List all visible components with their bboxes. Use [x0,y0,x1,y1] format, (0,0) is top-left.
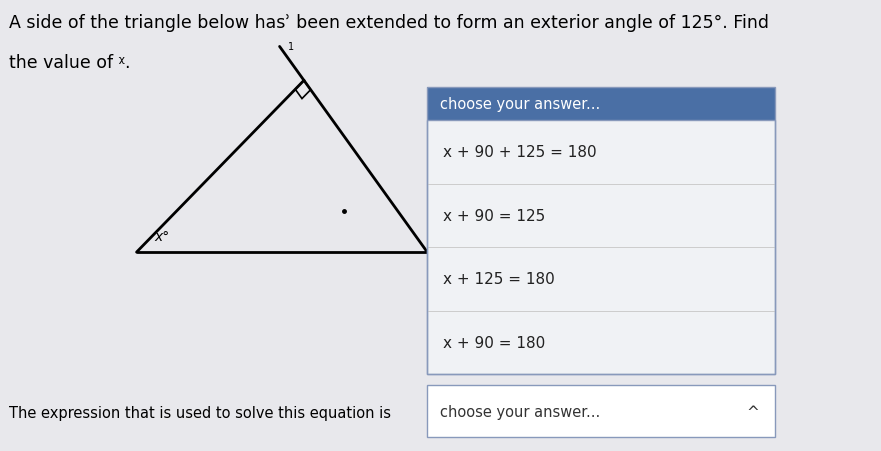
Text: x + 90 = 125: x + 90 = 125 [443,208,545,223]
FancyBboxPatch shape [427,121,775,374]
Text: x + 90 = 180: x + 90 = 180 [443,335,545,350]
FancyBboxPatch shape [427,88,775,121]
Text: x + 125 = 180: x + 125 = 180 [443,272,555,287]
Text: A side of the triangle below hasʾ been extended to form an exterior angle of 125: A side of the triangle below hasʾ been e… [9,14,769,32]
Text: choose your answer...: choose your answer... [440,97,601,112]
Text: ^: ^ [747,404,759,419]
Text: x + 90 + 125 = 180: x + 90 + 125 = 180 [443,145,596,160]
Text: The expression that is used to solve this equation is: The expression that is used to solve thi… [9,405,391,420]
Text: 1: 1 [288,42,294,52]
FancyBboxPatch shape [427,386,775,437]
Text: choose your answer...: choose your answer... [440,404,601,419]
Text: x°: x° [154,230,169,244]
Text: the value of ᵡ.: the value of ᵡ. [9,54,130,72]
